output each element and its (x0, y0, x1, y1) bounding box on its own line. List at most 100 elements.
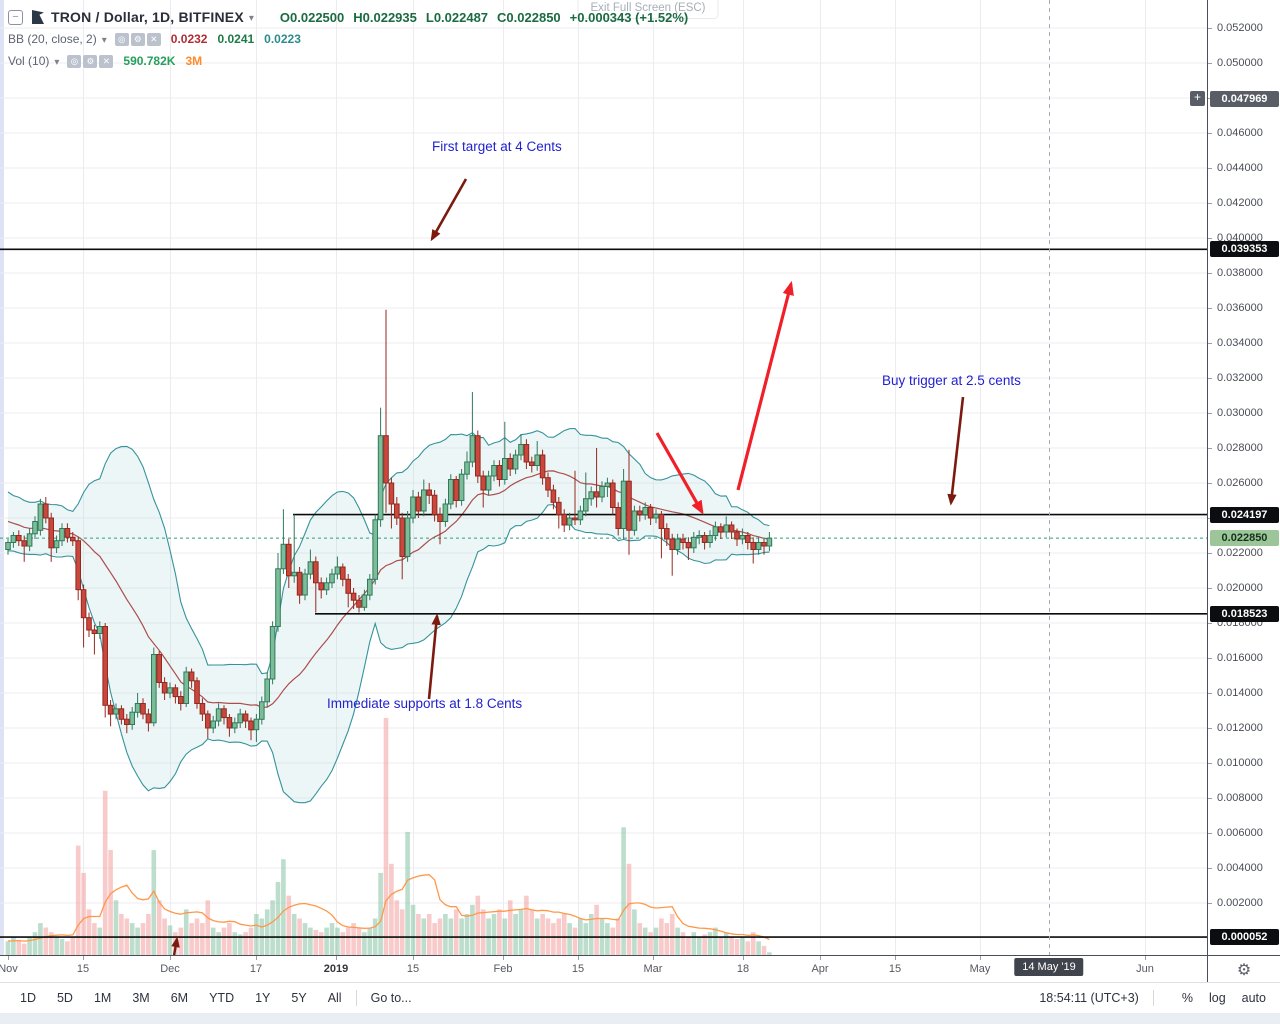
annotation-first-target[interactable]: First target at 4 Cents (432, 139, 562, 154)
annotation-arrow[interactable] (427, 613, 441, 700)
candle-body (561, 514, 568, 526)
scale-button-percent[interactable]: % (1181, 991, 1193, 1005)
range-button-6m[interactable]: 6M (170, 991, 189, 1005)
candle-body (583, 498, 589, 512)
candle-body (248, 720, 254, 731)
time-tick-mark (578, 956, 579, 960)
annotation-buy-trigger[interactable]: Buy trigger at 2.5 cents (882, 373, 1021, 388)
candle-body (404, 517, 411, 557)
volume-bar (637, 923, 643, 955)
candle-body (199, 703, 206, 715)
candle-body (529, 461, 535, 466)
annotation-arrow[interactable] (655, 432, 704, 515)
candle-body (701, 535, 708, 543)
candle-body (523, 444, 530, 463)
annotation-arrow[interactable] (947, 396, 965, 506)
candle-body (161, 682, 168, 694)
price-axis[interactable]: 0.0520000.0500000.0480000.0460000.044000… (1207, 0, 1280, 955)
range-button-1m[interactable]: 1M (93, 991, 112, 1005)
volume-bar (156, 900, 162, 955)
volume-bar (345, 927, 351, 955)
scale-button-auto[interactable]: auto (1241, 991, 1266, 1005)
candle-body (32, 521, 38, 535)
add-alert-plus-button[interactable]: + (1190, 91, 1205, 106)
price-chart-canvas[interactable] (0, 0, 1207, 955)
time-label-15: 15 (571, 963, 585, 975)
chevron-down-icon[interactable]: ▾ (54, 56, 60, 68)
candle-body (496, 465, 503, 480)
symbol-title[interactable]: TRON / Dollar, 1D, BITFINEX (51, 9, 244, 25)
annotation-arrow[interactable] (736, 280, 794, 491)
price-tick-label: 0.042000 (1217, 197, 1263, 209)
price-tick-label: 0.052000 (1217, 22, 1263, 34)
price-tick-mark (1208, 483, 1212, 484)
chart-settings-gear-icon[interactable]: ⚙ (1236, 961, 1252, 979)
range-button-3m[interactable]: 3M (132, 991, 150, 1005)
price-tick-mark (1208, 168, 1212, 169)
volume-bar (389, 863, 394, 955)
clock-label[interactable]: 18:54:11 (UTC+3) (1039, 991, 1139, 1005)
chevron-down-icon[interactable]: ▾ (248, 12, 254, 24)
close-icon[interactable]: ✕ (99, 54, 114, 68)
candle-body (237, 713, 243, 724)
annotation-immediate-supports[interactable]: Immediate supports at 1.8 Cents (327, 696, 523, 711)
time-tick-mark (653, 956, 654, 960)
volume-bar (75, 845, 81, 955)
gear-icon[interactable]: ⚙ (130, 32, 145, 46)
volume-bar (642, 927, 648, 955)
annotation-arrow[interactable] (171, 936, 180, 955)
scale-button-log[interactable]: log (1208, 991, 1226, 1005)
candle-body (734, 531, 740, 540)
candle-body (512, 454, 519, 470)
visibility-icon[interactable]: ◎ (114, 32, 129, 46)
chevron-down-icon[interactable]: ▾ (101, 34, 107, 46)
volume-bar (167, 925, 173, 955)
visibility-icon[interactable]: ◎ (67, 54, 82, 68)
candle-body (388, 482, 395, 505)
range-button-ytd[interactable]: YTD (209, 991, 235, 1005)
candle-body (59, 528, 65, 542)
collapse-icon[interactable]: − (8, 9, 23, 25)
candle-body (118, 708, 125, 720)
candle-body (372, 519, 378, 580)
price-tick-mark (1208, 238, 1212, 239)
volume-bar (248, 927, 254, 955)
candle-body (280, 543, 287, 570)
volume-bar (48, 932, 54, 955)
range-button-5d[interactable]: 5D (56, 991, 73, 1005)
time-axis[interactable]: ⚙ Nov 15 Dec 17 2019 15 Feb 15 Mar 18 Apr 15 May Jun 1… (0, 955, 1280, 983)
time-tick-mark (820, 956, 821, 960)
range-button-all[interactable]: All (327, 991, 342, 1005)
price-tick-mark (1208, 273, 1212, 274)
range-button-5y[interactable]: 5Y (291, 991, 307, 1005)
candle-body (626, 480, 632, 531)
volume-bar (443, 914, 448, 955)
candle-body (620, 480, 627, 530)
candle-body (556, 501, 562, 516)
candle-body (367, 578, 373, 596)
bb-label[interactable]: BB (20, close, 2) (8, 32, 97, 46)
goto-button[interactable]: Go to... (370, 991, 412, 1005)
close-icon[interactable]: ✕ (146, 32, 161, 46)
candle-body (129, 711, 135, 726)
volume-bar (383, 717, 389, 955)
candle-body (421, 489, 427, 512)
price-tick-label: 0.046000 (1217, 127, 1263, 139)
gear-icon[interactable]: ⚙ (83, 54, 98, 68)
volume-bar (729, 936, 734, 955)
price-tick-label: 0.038000 (1217, 267, 1263, 279)
candle-body (642, 507, 649, 515)
range-buttons: 1D 5D 1M 3M 6M YTD 1Y 5Y All (20, 991, 342, 1005)
range-button-1y[interactable]: 1Y (255, 991, 271, 1005)
bb-value-2: 0.0223 (264, 32, 301, 46)
time-label-15: 15 (888, 963, 902, 975)
vol-label[interactable]: Vol (10) (8, 54, 50, 68)
candle-body (685, 542, 692, 549)
range-button-1d[interactable]: 1D (20, 991, 36, 1005)
volume-bar (97, 927, 103, 955)
price-tick-label: 0.004000 (1217, 862, 1263, 874)
candle-body (588, 491, 595, 500)
time-label-Mar: Mar (643, 963, 663, 975)
annotation-arrow[interactable] (430, 178, 468, 242)
price-tick-label: 0.034000 (1217, 337, 1263, 349)
